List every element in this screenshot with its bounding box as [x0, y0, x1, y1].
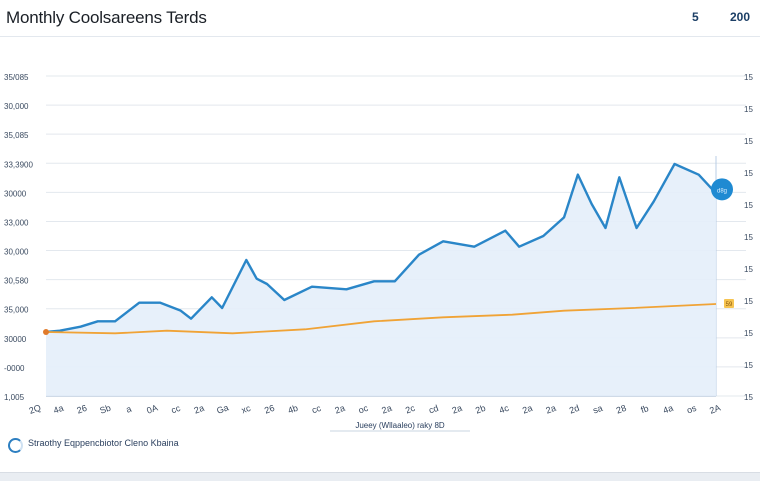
- y-tick-label: 30000: [4, 189, 27, 198]
- x-tick-label: 26: [75, 403, 88, 416]
- legend-circle-icon: [8, 438, 23, 453]
- line-chart: 35/085 30,000 35,085 33,3900 30000 33,000 30,0…: [4, 73, 753, 432]
- y-tick-label: 33,000: [4, 218, 29, 227]
- x-tick-label: 28: [615, 403, 628, 416]
- area-fill: [46, 164, 716, 396]
- end-label-orange: 59: [726, 302, 733, 308]
- x-tick-label: 2a: [333, 403, 346, 416]
- y-tick-label: 30,580: [4, 277, 29, 286]
- x-tick-label: 4a: [662, 403, 675, 416]
- right-tick-label: 15: [744, 73, 753, 82]
- y-tick-label: 35,000: [4, 306, 29, 315]
- x-tick-label: xc: [240, 403, 252, 416]
- y-tick-label: 30000: [4, 335, 27, 344]
- right-tick-label: 15: [744, 329, 753, 338]
- x-tick-label: 2a: [451, 403, 464, 416]
- x-tick-label: 26: [263, 403, 276, 416]
- x-tick-label: 2A: [708, 403, 722, 416]
- x-tick-label: 4b: [286, 403, 299, 416]
- right-tick-label: 15: [744, 169, 753, 178]
- x-tick-label: cc: [170, 403, 182, 416]
- x-axis-label: Jueey (Wllaaleo) raky 8D: [355, 421, 445, 430]
- right-tick-label: 15: [744, 201, 753, 210]
- x-tick-label: 4a: [52, 403, 65, 416]
- x-tick-label: cd: [427, 403, 439, 416]
- x-tick-label: sa: [592, 403, 604, 416]
- right-tick-label: 15: [744, 361, 753, 370]
- right-tick-label: 15: [744, 105, 753, 114]
- x-tick-label: Sb: [98, 403, 112, 416]
- y-tick-label: 30,000: [4, 102, 29, 111]
- y-tick-label: 35,085: [4, 131, 29, 140]
- end-label-blue: d8g: [717, 188, 727, 194]
- x-tick-label: 2c: [404, 403, 417, 416]
- y-tick-label: 30,000: [4, 248, 29, 257]
- right-tick-label: 15: [744, 233, 753, 242]
- x-tick-label: a: [125, 404, 133, 415]
- start-point: [43, 329, 49, 335]
- right-tick-label: 15: [744, 297, 753, 306]
- x-tick-label: cc: [310, 403, 322, 416]
- right-tick-label: 15: [744, 265, 753, 274]
- y-tick-label: 1,005: [4, 393, 25, 402]
- legend-label: Straothy Eqppencbiotor Cleno Kbaina: [28, 438, 179, 448]
- series-line-orange: [45, 303, 717, 335]
- y-tick-label: -0000: [4, 364, 25, 373]
- x-tick-label: Ga: [215, 402, 230, 416]
- x-tick-label: 2a: [193, 403, 206, 416]
- x-tick-label: 2Q: [28, 402, 43, 416]
- header-value-b: 200: [730, 10, 751, 24]
- x-tick-label: os: [685, 403, 698, 416]
- y-tick-label: 35/085: [4, 73, 29, 82]
- series-line-blue: [45, 162, 717, 334]
- x-tick-label: 2a: [380, 403, 393, 416]
- x-tick-label: 2b: [474, 403, 487, 416]
- end-marker-orange: [724, 299, 734, 308]
- bottom-scrollbar[interactable]: [0, 472, 760, 481]
- chart-header: Monthly Coolsareens Terds 5 200: [0, 0, 760, 37]
- x-tick-label: 4c: [498, 403, 511, 416]
- x-tick-label: fb: [639, 403, 649, 415]
- x-tick-label: 2a: [521, 403, 534, 416]
- header-value-a: 5: [692, 10, 699, 24]
- chart-area: 35/085 30,000 35,085 33,3900 30000 33,000 30,0…: [0, 36, 760, 440]
- x-tick-label: 2d: [568, 403, 581, 416]
- chart-title: Monthly Coolsareens Terds: [6, 8, 207, 27]
- right-tick-label: 15: [744, 393, 753, 402]
- x-tick-label: 0A: [145, 403, 159, 416]
- x-tick-label: 2a: [544, 403, 557, 416]
- end-marker-blue: [711, 178, 733, 201]
- x-tick-label: oc: [357, 403, 370, 416]
- y-tick-label: 33,3900: [4, 160, 33, 169]
- right-tick-label: 15: [744, 137, 753, 146]
